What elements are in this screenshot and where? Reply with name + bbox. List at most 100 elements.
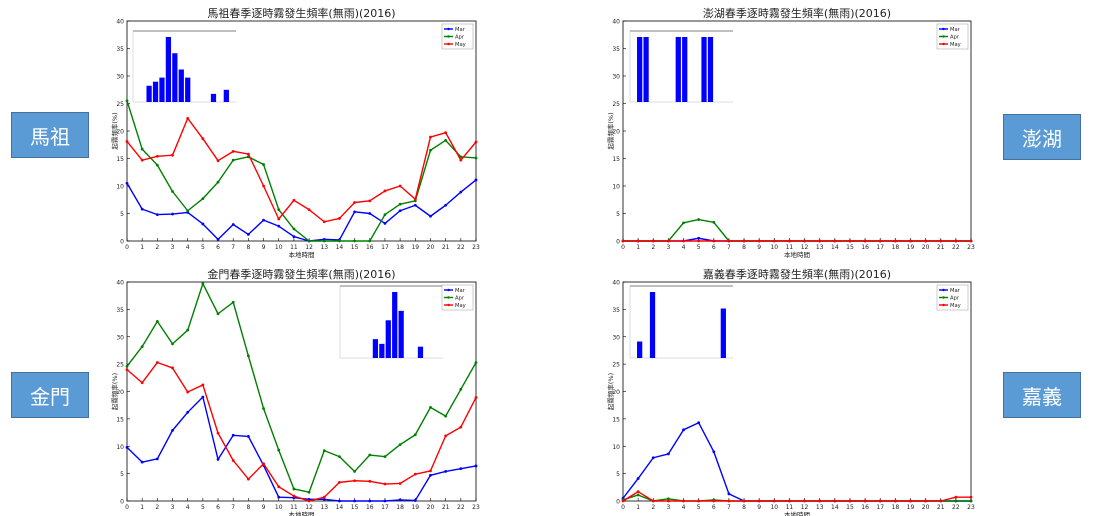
data-point [201,383,205,387]
x-tick-label: 1 [140,504,144,511]
legend-marker [447,42,450,46]
series-line-may [622,490,971,502]
x-tick-label: 0 [125,504,129,511]
x-tick-label: 11 [786,504,794,511]
series-line-mar [622,422,971,502]
x-tick-label: 18 [892,244,900,251]
data-point [231,459,235,462]
data-point [429,135,432,139]
legend-label: May [950,42,961,48]
data-point [757,239,761,243]
x-tick-label: 19 [411,244,419,251]
data-point [742,239,746,243]
data-point [231,149,235,153]
x-tick-label: 22 [457,244,465,251]
chart-title: 嘉義春季逐時霧發生頻率(無雨)(2016) [703,267,891,281]
data-point [474,178,478,182]
x-tick-label: 0 [125,244,129,251]
data-point [969,495,973,499]
data-point [140,158,144,162]
series-line-apr [126,100,477,242]
data-point [474,361,478,364]
data-point [231,433,235,437]
data-point [742,499,746,503]
data-point [171,212,174,216]
data-point [848,239,852,243]
data-point [140,381,144,385]
data-point [277,485,281,489]
data-point [155,320,159,323]
legend-label: Apr [455,35,465,41]
inset-bar [178,69,184,102]
series-line-apr [126,282,477,493]
data-point [697,239,701,243]
data-point [413,433,417,437]
data-point [353,479,357,483]
data-point [727,499,731,503]
data-point [368,479,372,483]
data-point [459,467,463,471]
legend-marker [447,296,450,299]
y-tick-label: 0 [120,499,124,506]
legend-label: May [950,303,961,309]
data-point [939,499,943,503]
x-tick-label: 17 [876,504,884,511]
data-point [909,239,912,243]
data-point [140,345,144,349]
region-label-kinmen: 金門 [11,372,89,418]
data-point [262,218,265,222]
data-point [262,163,265,166]
plot-frame [126,20,477,242]
data-point [292,198,296,202]
x-tick-label: 7 [727,244,731,251]
x-tick-label: 18 [396,504,404,511]
data-point [444,203,448,207]
data-point [621,239,625,243]
data-point [712,220,716,224]
data-point [969,499,973,503]
x-tick-label: 23 [472,504,480,511]
y-tick-label: 20 [612,389,620,396]
y-tick-label: 5 [120,211,124,218]
data-point [444,470,448,473]
data-point [969,239,973,243]
x-tick-label: 8 [742,244,746,251]
y-tick-label: 30 [612,74,620,81]
data-point [636,493,640,497]
data-point [201,395,205,399]
x-tick-label: 5 [201,244,205,251]
data-point [924,499,928,503]
x-tick-label: 5 [201,504,205,511]
y-axis-label: 起霧頻率(%) [606,112,615,149]
inset-bar [223,89,229,102]
x-tick-label: 14 [336,504,344,511]
legend-label: Mar [950,27,961,33]
inset-chart [629,30,733,103]
x-tick-label: 21 [937,504,945,511]
x-tick-label: 6 [216,244,220,251]
legend-marker [942,27,945,31]
data-point [429,148,432,152]
legend-marker [447,288,450,292]
inset-bar [372,339,379,358]
y-tick-label: 15 [116,156,124,163]
data-point [954,495,958,499]
region-label-mazu: 馬祖 [11,112,89,158]
x-tick-label: 10 [275,244,283,251]
data-point [307,499,311,503]
data-point [682,239,685,243]
data-point [322,497,326,501]
y-tick-label: 40 [116,19,124,26]
data-point [186,390,190,394]
data-point [818,499,822,503]
x-tick-label: 3 [171,504,175,511]
data-point [954,239,958,243]
data-point [322,220,326,224]
series-line-may [126,361,477,502]
y-tick-label: 40 [612,280,620,287]
y-tick-label: 35 [612,307,620,314]
legend-marker [942,288,945,292]
legend-label: Mar [455,27,466,33]
